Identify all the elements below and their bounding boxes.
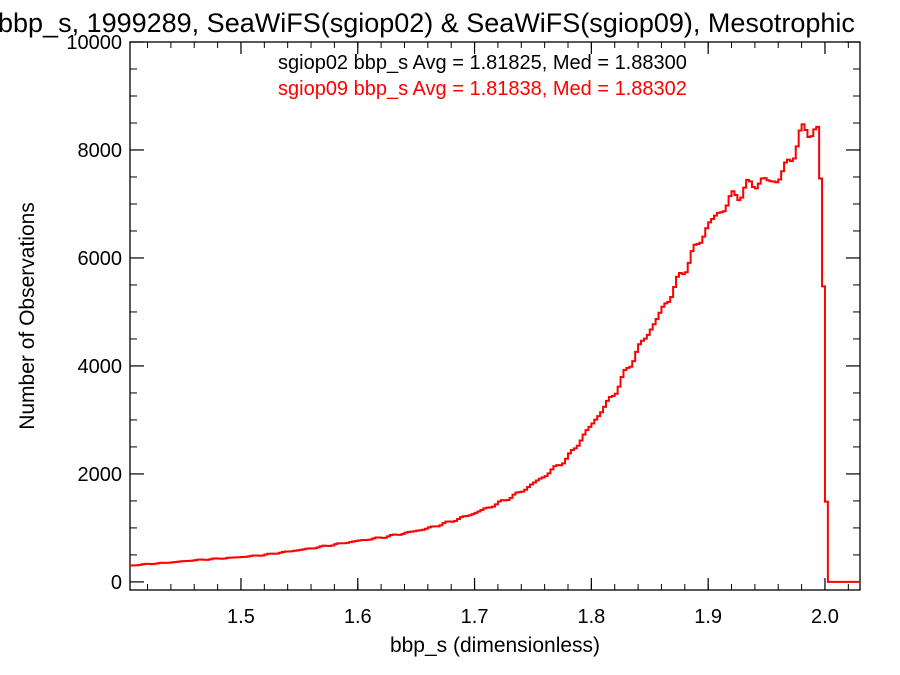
y-axis: 0 2000 4000 6000 8000 10000: [66, 32, 860, 594]
y-tick-label: 8000: [78, 140, 123, 162]
x-tick-label: 1.6: [344, 606, 372, 628]
y-axis-label: Number of Observations: [16, 202, 39, 430]
annotation-sgiop09: sgiop09 bbp_s Avg = 1.81838, Med = 1.883…: [278, 78, 687, 100]
x-tick-label: 1.7: [461, 606, 489, 628]
y-tick-label: 2000: [78, 464, 123, 486]
x-tick-label: 1.9: [694, 606, 722, 628]
x-axis: 1.5 1.6 1.7 1.8 1.9 2.0: [147, 42, 849, 628]
x-axis-label: bbp_s (dimensionless): [390, 634, 600, 657]
annotation-sgiop02: sgiop02 bbp_s Avg = 1.81825, Med = 1.883…: [278, 52, 687, 74]
x-tick-label: 1.8: [577, 606, 605, 628]
x-tick-label: 2.0: [811, 606, 839, 628]
x-tick-label: 1.5: [227, 606, 255, 628]
series-line-sgiop09: [130, 123, 860, 583]
plot-frame: [129, 41, 861, 591]
y-tick-label: 4000: [78, 356, 123, 378]
y-tick-label: 0: [111, 572, 122, 594]
y-tick-label: 10000: [66, 32, 122, 54]
chart-title: bbp_s, 1999289, SeaWiFS(sgiop02) & SeaWi…: [0, 8, 855, 38]
y-tick-label: 6000: [78, 248, 123, 270]
